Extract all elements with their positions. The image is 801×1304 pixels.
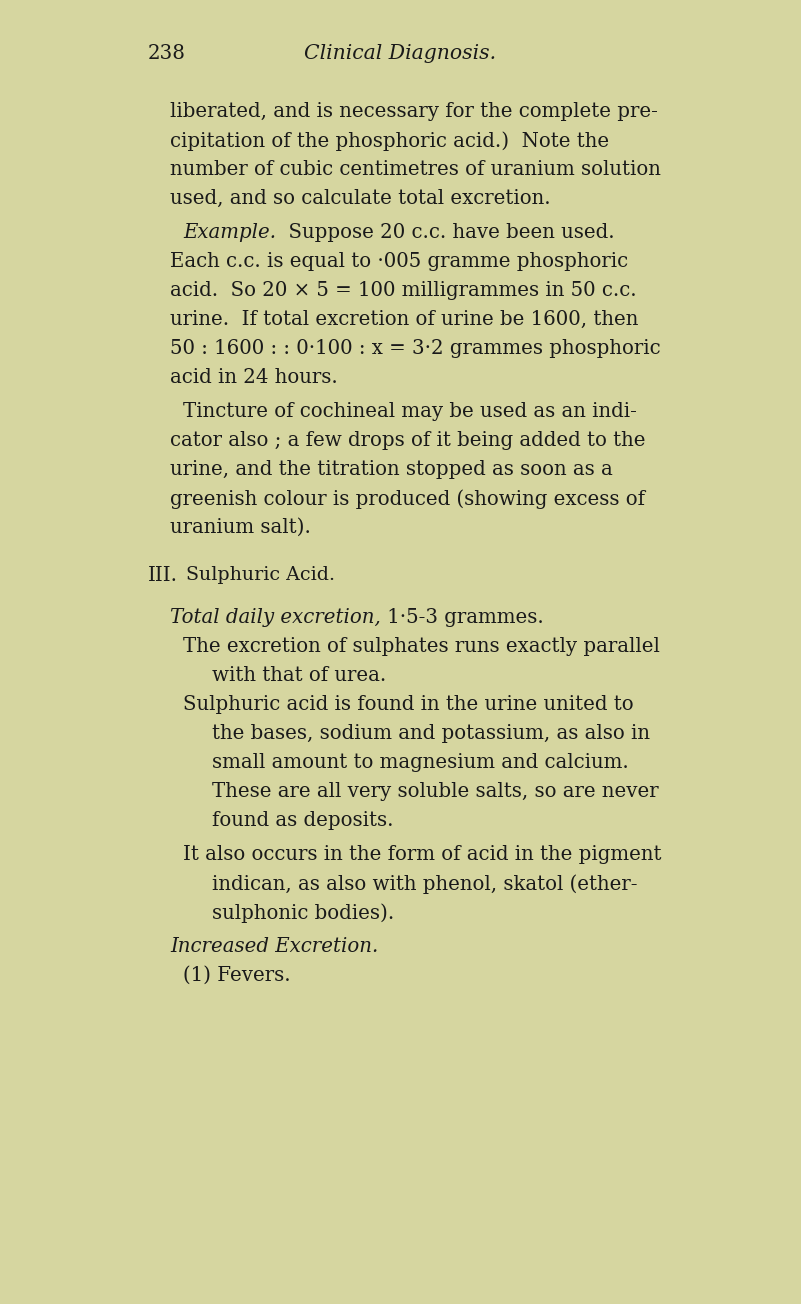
Text: urine, and the titration stopped as soon as a: urine, and the titration stopped as soon… (170, 460, 613, 479)
Text: cipitation of the phosphoric acid.)  Note the: cipitation of the phosphoric acid.) Note… (170, 130, 609, 151)
Text: acid.  So 20 × 5 = 100 milligrammes in 50 c.c.: acid. So 20 × 5 = 100 milligrammes in 50… (170, 280, 637, 300)
Text: 50 : 1600 : : 0·100 : x = 3·2 grammes phosphoric: 50 : 1600 : : 0·100 : x = 3·2 grammes ph… (170, 339, 661, 359)
Text: sulphonic bodies).: sulphonic bodies). (212, 902, 394, 923)
Text: It also occurs in the form of acid in the pigment: It also occurs in the form of acid in th… (183, 845, 662, 865)
Text: 238: 238 (148, 44, 186, 63)
Text: acid in 24 hours.: acid in 24 hours. (170, 368, 338, 387)
Text: Sulphuric acid is found in the urine united to: Sulphuric acid is found in the urine uni… (183, 695, 634, 715)
Text: III.: III. (148, 566, 178, 585)
Text: liberated, and is necessary for the complete pre-: liberated, and is necessary for the comp… (170, 102, 658, 121)
Text: urine.  If total excretion of urine be 1600, then: urine. If total excretion of urine be 16… (170, 310, 638, 329)
Text: The excretion of sulphates runs exactly parallel: The excretion of sulphates runs exactly … (183, 636, 660, 656)
Text: greenish colour is produced (showing excess of: greenish colour is produced (showing exc… (170, 489, 645, 509)
Text: Increased Excretion.: Increased Excretion. (170, 938, 378, 956)
Text: Clinical Diagnosis.: Clinical Diagnosis. (304, 44, 497, 63)
Text: uranium salt).: uranium salt). (170, 518, 311, 537)
Text: These are all very soluble salts, so are never: These are all very soluble salts, so are… (212, 782, 658, 801)
Text: number of cubic centimetres of uranium solution: number of cubic centimetres of uranium s… (170, 160, 661, 179)
Text: Total daily excretion,: Total daily excretion, (170, 608, 380, 627)
Text: found as deposits.: found as deposits. (212, 811, 393, 831)
Text: Tincture of cochineal may be used as an indi-: Tincture of cochineal may be used as an … (183, 402, 637, 421)
Text: 1·5-3 grammes.: 1·5-3 grammes. (380, 608, 544, 627)
Text: Example.: Example. (183, 223, 276, 243)
Text: small amount to magnesium and calcium.: small amount to magnesium and calcium. (212, 752, 629, 772)
Text: cator also ; a few drops of it being added to the: cator also ; a few drops of it being add… (170, 432, 646, 450)
Text: Each c.c. is equal to ·005 gramme phosphoric: Each c.c. is equal to ·005 gramme phosph… (170, 252, 628, 271)
Text: indican, as also with phenol, skatol (ether-: indican, as also with phenol, skatol (et… (212, 874, 638, 893)
Text: (1) Fevers.: (1) Fevers. (183, 966, 291, 985)
Text: the bases, sodium and potassium, as also in: the bases, sodium and potassium, as also… (212, 724, 650, 743)
Text: Suppose 20 c.c. have been used.: Suppose 20 c.c. have been used. (276, 223, 614, 243)
Text: used, and so calculate total excretion.: used, and so calculate total excretion. (170, 189, 550, 209)
Text: Sulphuric Acid.: Sulphuric Acid. (186, 566, 335, 584)
Text: with that of urea.: with that of urea. (212, 666, 386, 685)
